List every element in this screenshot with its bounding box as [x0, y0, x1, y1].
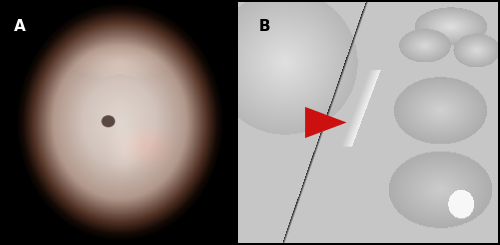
Ellipse shape: [107, 120, 110, 122]
Ellipse shape: [106, 119, 110, 123]
Ellipse shape: [106, 120, 110, 123]
Ellipse shape: [104, 118, 112, 125]
Text: B: B: [258, 19, 270, 34]
Text: A: A: [14, 19, 26, 34]
Ellipse shape: [102, 115, 116, 127]
Polygon shape: [305, 107, 346, 138]
Ellipse shape: [104, 117, 113, 125]
Ellipse shape: [102, 116, 115, 127]
Ellipse shape: [105, 118, 112, 124]
Ellipse shape: [108, 121, 109, 122]
Ellipse shape: [106, 119, 111, 124]
Ellipse shape: [103, 117, 114, 126]
Ellipse shape: [102, 116, 114, 126]
